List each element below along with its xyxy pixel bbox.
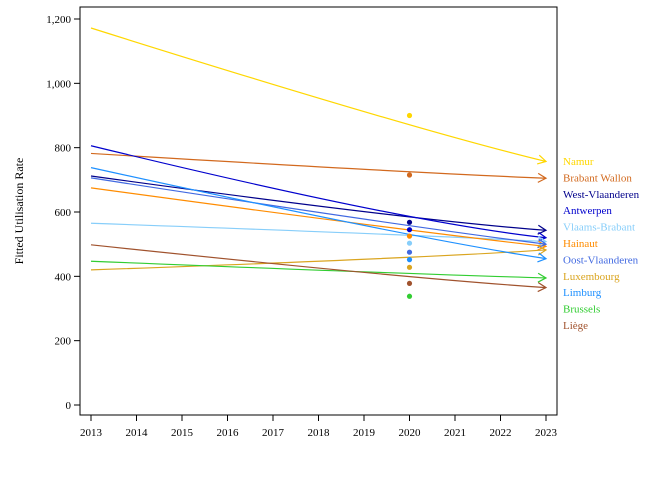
series-arrow-luxembourg — [537, 245, 548, 256]
series-arrow-liege — [537, 282, 548, 293]
observed-point-limburg — [406, 257, 413, 263]
legend-label-vlaams-brabant: Vlaams-Brabant — [563, 222, 635, 234]
series-arrow-namur — [537, 154, 548, 165]
legend-label-brabant-wallon: Brabant Wallon — [563, 172, 632, 184]
x-tick-label: 2023 — [535, 427, 558, 439]
y-tick-label: 1,200 — [46, 14, 71, 26]
observed-point-brussels — [406, 293, 413, 299]
legend-label-brussels: Brussels — [563, 304, 600, 316]
observed-point-luxembourg — [406, 264, 413, 270]
observed-point-oost-vlaanderen — [406, 249, 413, 255]
observed-point-vlaams-brabant — [406, 240, 413, 246]
observed-point-brabant-wallon — [406, 172, 413, 178]
observed-point-namur — [406, 112, 413, 119]
observed-points — [406, 112, 413, 299]
legend-label-luxembourg: Luxembourg — [563, 271, 620, 283]
plot-frame — [79, 6, 558, 416]
series-line-hainaut — [90, 187, 547, 248]
y-tick-label: 600 — [55, 207, 72, 219]
legend-label-liege: Liège — [563, 320, 588, 332]
plot-area — [79, 6, 558, 416]
observed-point-hainaut — [406, 233, 413, 239]
x-tick-label: 2013 — [80, 427, 103, 439]
x-tick-label: 2016 — [217, 427, 240, 439]
legend-label-hainaut: Hainaut — [563, 238, 598, 250]
y-axis: 0 200 400 600 800 1,000 1,200 — [46, 14, 80, 412]
observed-point-west-vlaanderen — [406, 219, 413, 225]
legend-label-antwerpen: Antwerpen — [563, 205, 612, 217]
y-tick-label: 1,000 — [46, 78, 71, 90]
series-arrow-brussels — [537, 272, 548, 283]
x-tick-label: 2015 — [171, 427, 194, 439]
legend-label-limburg: Limburg — [563, 287, 602, 299]
series-arrow-west-vlaanderen — [537, 224, 548, 235]
observed-point-liege — [406, 280, 413, 287]
series-line-brabant-wallon — [90, 152, 547, 179]
series-line-liege — [90, 244, 547, 289]
series-line-west-vlaanderen — [90, 175, 547, 231]
y-tick-label: 0 — [66, 400, 72, 412]
x-tick-label: 2018 — [308, 427, 331, 439]
y-tick-label: 400 — [55, 271, 72, 283]
series-line-oost-vlaanderen — [90, 177, 547, 245]
x-tick-label: 2017 — [262, 427, 285, 439]
x-tick-label: 2020 — [399, 427, 422, 439]
series-line-antwerpen — [90, 145, 547, 239]
series-lines — [90, 27, 548, 293]
observed-point-antwerpen — [406, 227, 413, 233]
series-line-limburg — [90, 167, 547, 260]
x-tick-label: 2014 — [126, 427, 149, 439]
x-axis: 2013 2014 2015 2016 2017 2018 2019 2020 2021 2022… — [80, 415, 558, 439]
y-tick-label: 800 — [55, 143, 72, 155]
legend: Namur Brabant Wallon West-Vlaanderen Antwer… — [563, 156, 640, 332]
series-line-vlaams-brabant — [90, 222, 547, 243]
series-arrow-hainaut — [537, 240, 548, 251]
x-tick-label: 2021 — [444, 427, 466, 439]
y-axis-title: Fitted Utilisation Rate — [12, 158, 26, 265]
series-arrow-brabant-wallon — [537, 172, 548, 183]
series-line-namur — [90, 27, 547, 163]
series-arrow-oost-vlaanderen — [537, 238, 548, 249]
legend-label-namur: Namur — [563, 156, 594, 168]
legend-label-west-vlaanderen: West-Vlaanderen — [563, 189, 640, 201]
x-tick-label: 2022 — [490, 427, 512, 439]
series-arrow-vlaams-brabant — [537, 236, 548, 247]
y-tick-label: 200 — [55, 336, 72, 348]
legend-label-oost-vlaanderen: Oost-Vlaanderen — [563, 254, 639, 266]
series-arrow-limburg — [537, 252, 548, 263]
x-tick-label: 2019 — [353, 427, 376, 439]
